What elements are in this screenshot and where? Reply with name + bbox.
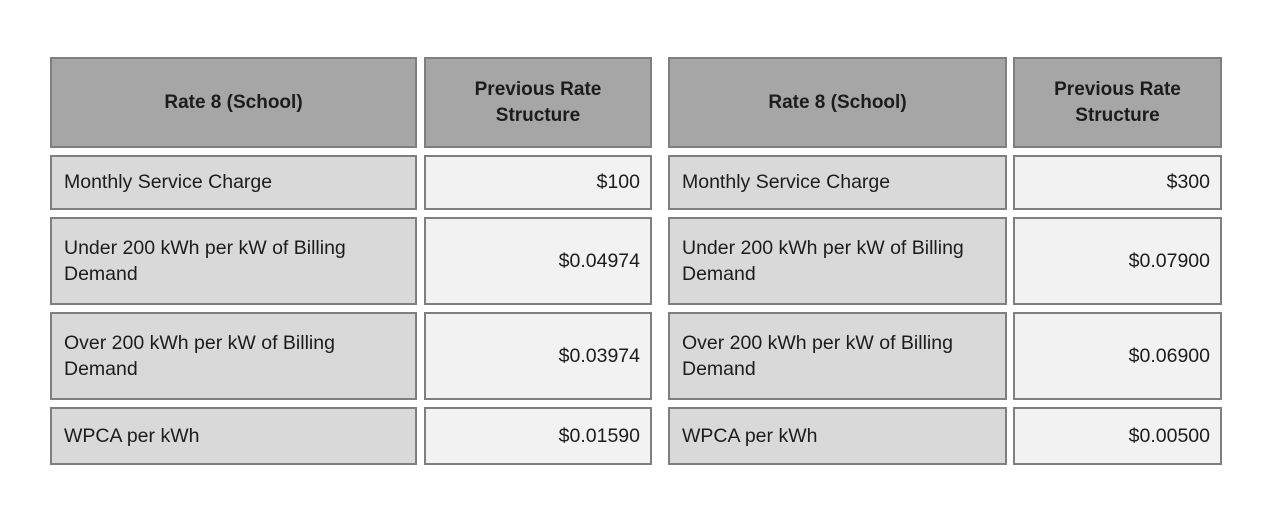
row-label-cell: Monthly Service Charge <box>668 155 1007 210</box>
row-label: WPCA per kWh <box>64 424 200 447</box>
rate-table-left: Rate 8 (School) Previous Rate Structure … <box>50 57 652 465</box>
row-label: Under 200 kWh per kW of Billing Demand <box>64 236 346 285</box>
header-cell-previous-rate: Previous Rate Structure <box>1013 57 1222 148</box>
row-label-cell: Under 200 kWh per kW of Billing Demand <box>50 217 417 305</box>
row-value-cell: $0.01590 <box>424 407 652 465</box>
header-label: Rate 8 (School) <box>768 91 907 113</box>
header-label: Previous Rate Structure <box>474 78 602 126</box>
header-label: Rate 8 (School) <box>164 91 303 113</box>
row-value-cell: $0.00500 <box>1013 407 1222 465</box>
row-value: $100 <box>596 171 640 194</box>
row-value: $0.06900 <box>1128 344 1210 367</box>
row-value: $300 <box>1166 171 1210 194</box>
row-value: $0.03974 <box>558 344 640 367</box>
row-label-cell: WPCA per kWh <box>50 407 417 465</box>
row-label: Monthly Service Charge <box>64 171 273 194</box>
row-value: $0.01590 <box>558 424 640 447</box>
row-value-cell: $0.07900 <box>1013 217 1222 305</box>
header-cell-rate-name: Rate 8 (School) <box>668 57 1007 148</box>
rate-tables-container: Rate 8 (School) Previous Rate Structure … <box>50 57 1222 465</box>
row-label-cell: Over 200 kWh per kW of Billing Demand <box>50 312 417 400</box>
row-value-cell: $0.04974 <box>424 217 652 305</box>
row-label: WPCA per kWh <box>682 424 818 447</box>
row-value: $0.07900 <box>1128 249 1210 272</box>
row-label: Over 200 kWh per kW of Billing Demand <box>64 331 335 380</box>
row-label-cell: Monthly Service Charge <box>50 155 417 210</box>
row-value-cell: $0.03974 <box>424 312 652 400</box>
row-label: Under 200 kWh per kW of Billing Demand <box>682 236 964 285</box>
row-value-cell: $100 <box>424 155 652 210</box>
row-label-cell: Over 200 kWh per kW of Billing Demand <box>668 312 1007 400</box>
header-cell-rate-name: Rate 8 (School) <box>50 57 417 148</box>
row-label: Over 200 kWh per kW of Billing Demand <box>682 331 953 380</box>
row-value: $0.04974 <box>558 249 640 272</box>
row-label: Monthly Service Charge <box>682 171 891 194</box>
row-value-cell: $0.06900 <box>1013 312 1222 400</box>
row-label-cell: WPCA per kWh <box>668 407 1007 465</box>
header-cell-previous-rate: Previous Rate Structure <box>424 57 652 148</box>
row-value: $0.00500 <box>1128 424 1210 447</box>
row-value-cell: $300 <box>1013 155 1222 210</box>
row-label-cell: Under 200 kWh per kW of Billing Demand <box>668 217 1007 305</box>
rate-table-right: Rate 8 (School) Previous Rate Structure … <box>668 57 1222 465</box>
header-label: Previous Rate Structure <box>1054 78 1181 126</box>
